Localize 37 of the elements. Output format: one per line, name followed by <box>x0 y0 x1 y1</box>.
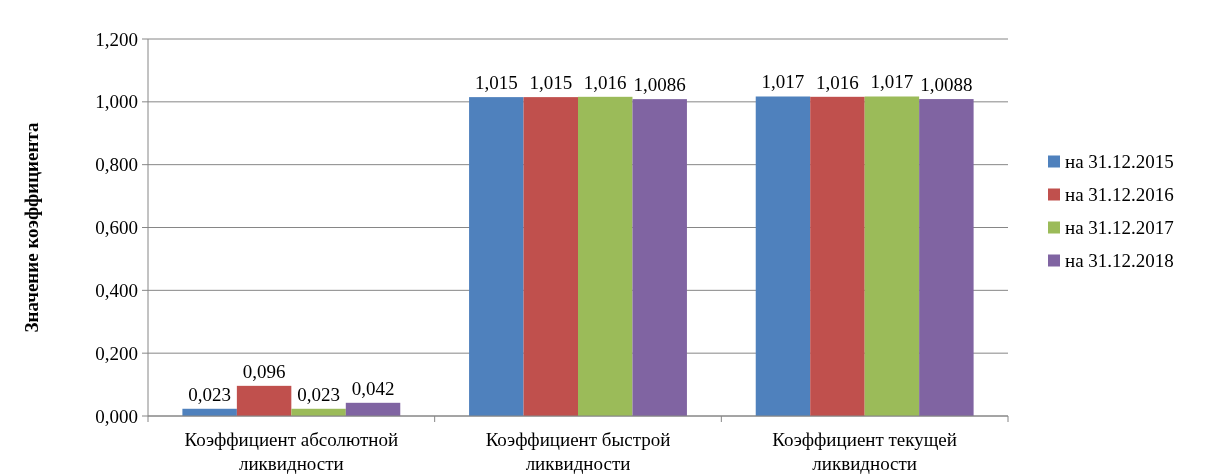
x-tick-label: Коэффициент текущей ликвидности <box>772 429 957 474</box>
legend-label: на 31.12.2016 <box>1065 184 1174 206</box>
bar <box>864 96 920 416</box>
bar <box>469 97 524 416</box>
legend-label: на 31.12.2017 <box>1065 217 1174 239</box>
y-tick-label: 0,400 <box>95 279 138 301</box>
data-label: 1,015 <box>474 72 518 94</box>
data-label: 1,0088 <box>920 74 973 96</box>
bar <box>345 402 401 416</box>
bar <box>236 385 292 416</box>
data-label: 0,042 <box>351 377 395 399</box>
data-label: 1,016 <box>816 71 859 93</box>
bar <box>755 96 811 416</box>
data-label: 1,0086 <box>633 74 686 96</box>
data-label: 1,017 <box>761 71 805 93</box>
y-tick-label: 0,000 <box>95 405 138 427</box>
bar <box>523 97 578 416</box>
legend-label: на 31.12.2015 <box>1065 151 1174 173</box>
bar <box>578 96 633 416</box>
bar <box>919 99 974 416</box>
y-tick-label: 1,000 <box>95 91 138 113</box>
y-tick-label: 0,800 <box>95 154 138 176</box>
bar <box>810 96 865 416</box>
y-tick-label: 0,200 <box>95 342 138 364</box>
y-tick-label: 0,600 <box>95 217 138 239</box>
data-label: 1,017 <box>870 71 914 93</box>
data-label: 0,023 <box>297 383 340 405</box>
data-label: 1,015 <box>529 72 573 94</box>
y-tick-label: 1,200 <box>95 28 138 50</box>
x-tick-label: Коэффициент абсолютной ликвидности <box>184 429 399 474</box>
data-label: 0,023 <box>188 383 232 405</box>
x-tick-label: Коэффициент быстрой ликвидности <box>485 429 671 474</box>
legend-label: на 31.12.2018 <box>1065 250 1174 272</box>
data-label: 0,096 <box>242 360 286 382</box>
bar <box>632 99 687 416</box>
data-label: 1,016 <box>583 71 627 93</box>
y-axis-title: Значение коэффициента <box>21 121 42 333</box>
